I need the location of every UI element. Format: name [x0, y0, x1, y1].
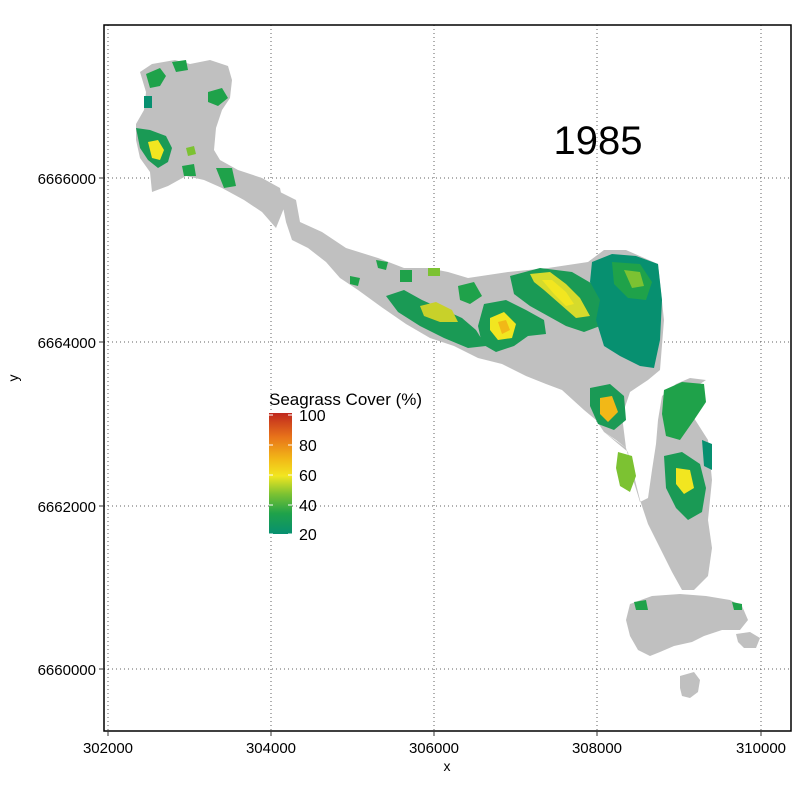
legend-tick-label: 60: [299, 468, 317, 485]
seagrass-patch: [616, 452, 636, 492]
land-east-islet: [736, 632, 760, 648]
x-axis-title: x: [444, 758, 451, 774]
seagrass-patch: [148, 140, 164, 160]
legend-tick-label: 100: [299, 408, 326, 425]
y-tick-label: 6660000: [38, 662, 96, 679]
plot-border: [103, 24, 792, 732]
year-label: 1985: [554, 119, 643, 163]
seagrass-patch: [702, 440, 712, 470]
seagrass-patch: [186, 146, 196, 156]
seagrass-patch: [400, 270, 412, 282]
legend: Seagrass Cover (%) 100 80 60 40 20: [269, 390, 422, 544]
y-tick-label: 6666000: [38, 171, 96, 188]
seagrass-patch: [420, 302, 458, 322]
x-tick-label: 310000: [736, 740, 786, 757]
seagrass-patch: [208, 88, 228, 106]
legend-tick-label: 40: [299, 498, 317, 515]
seagrass-patch: [662, 382, 706, 440]
seagrass-patch: [182, 164, 196, 176]
seagrass-patch: [634, 600, 648, 610]
legend-title: Seagrass Cover (%): [269, 390, 422, 409]
seagrass-patch: [732, 602, 742, 610]
x-tick-label: 308000: [572, 740, 622, 757]
land-south-islet: [680, 672, 700, 698]
legend-colorbar: [269, 413, 292, 534]
seagrass-patch: [458, 282, 482, 304]
seagrass-patch: [676, 468, 694, 494]
seagrass-patch: [146, 68, 166, 88]
legend-tick-label: 20: [299, 527, 317, 544]
land-northwest-lobe: [136, 60, 284, 228]
axis-ticks: [99, 177, 762, 736]
seagrass-patch: [600, 396, 618, 422]
land-central-spit: [280, 192, 664, 448]
seagrass-patch: [216, 168, 236, 188]
seagrass-patches: [136, 60, 742, 610]
legend-tick-label: 80: [299, 438, 317, 455]
x-tick-label: 304000: [246, 740, 296, 757]
x-tick-label: 302000: [83, 740, 133, 757]
seagrass-patch: [144, 96, 152, 108]
land-south-tip: [626, 594, 748, 656]
seagrass-patch: [542, 280, 574, 306]
y-axis-title: y: [5, 375, 21, 382]
seagrass-patch: [498, 320, 510, 334]
seagrass-patch: [624, 270, 644, 288]
y-tick-label: 6662000: [38, 499, 96, 516]
seagrass-patch: [172, 60, 188, 72]
seagrass-patch: [428, 268, 440, 276]
seagrass-patch: [350, 276, 360, 286]
seagrass-patch: [376, 260, 388, 270]
y-tick-label: 6664000: [38, 335, 96, 352]
x-tick-label: 306000: [409, 740, 459, 757]
